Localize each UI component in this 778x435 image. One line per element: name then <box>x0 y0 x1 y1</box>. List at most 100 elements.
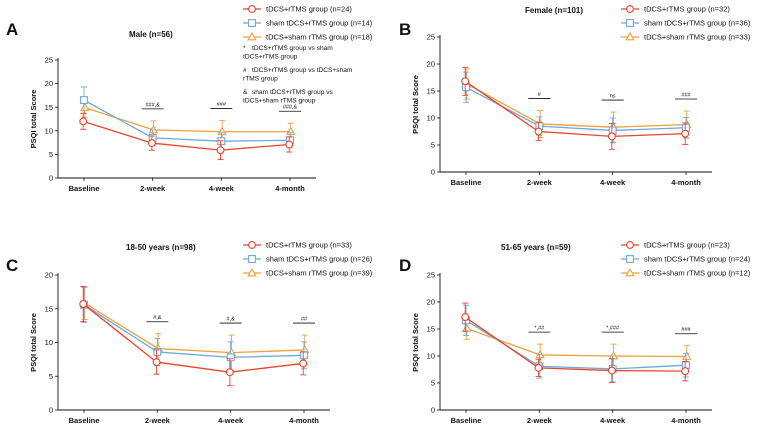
data-point <box>681 367 690 376</box>
data-point <box>300 351 308 360</box>
y-tick-label: 0 <box>431 168 435 177</box>
series-sham-tdcs-rtms <box>80 86 294 151</box>
significance-label: #,& <box>153 315 162 321</box>
y-tick-label: 10 <box>427 352 435 361</box>
series-line <box>464 316 686 372</box>
y-tick-label: 0 <box>49 174 53 183</box>
legend-item: sham tDCS+rTMS group (n=14) <box>243 19 373 28</box>
data-point <box>226 353 235 362</box>
series-tdcs-sham-rtms <box>462 68 692 143</box>
panel-title: 51-65 years (n=59) <box>501 243 571 252</box>
legend-label: tDCS+sham rTMS group (n=33) <box>644 33 751 42</box>
series-line <box>82 303 304 373</box>
panel-title: 18-50 years (n=98) <box>126 243 196 252</box>
data-point <box>681 129 690 138</box>
legend-marker <box>248 19 256 27</box>
legend-item: tDCS+rTMS group (n=33) <box>243 241 352 250</box>
significance-label: ### <box>681 327 691 333</box>
data-point <box>148 124 159 134</box>
significance-label: ###,& <box>283 105 298 111</box>
y-tick-label: 5 <box>431 379 435 388</box>
legend-label: tDCS+rTMS group (n=24) <box>266 5 352 14</box>
x-tick-label: 4-month <box>671 178 701 187</box>
legend-label: sham tDCS+rTMS group (n=24) <box>644 255 751 264</box>
data-point <box>607 132 616 141</box>
series-tdcs-sham-rtms <box>80 97 296 144</box>
series-tdcs-rtms <box>79 112 294 161</box>
legend-marker <box>626 255 634 263</box>
series-line <box>465 86 687 132</box>
panel-b: B Female (n=101) 0 5 10 15 20 25 PSQI total Scor… <box>399 5 751 187</box>
footnote: * tDCS+rTMS group vs sham tDCS+rTMS group <box>243 45 333 61</box>
x-tick-label: 2-week <box>145 416 171 425</box>
legend-item: tDCS+sham rTMS group (n=33) <box>621 31 751 42</box>
y-tick-label: 10 <box>45 338 53 347</box>
legend-label: tDCS+sham rTMS group (n=39) <box>266 269 373 278</box>
footnote-text: tDCS+rTMS group vs sham <box>252 45 333 52</box>
x-tick-label: 4-month <box>275 184 305 193</box>
footnote-text: tDCS+sham rTMS group <box>243 98 316 105</box>
data-point <box>153 347 162 356</box>
data-point <box>462 323 472 332</box>
series-line <box>83 304 305 359</box>
legend-item: sham tDCS+rTMS group (n=36) <box>621 19 751 28</box>
series-line <box>84 302 305 354</box>
panel-letter: B <box>399 20 411 39</box>
data-point <box>534 363 543 372</box>
series-line <box>464 80 686 138</box>
y-tick-label: 15 <box>427 87 435 96</box>
footnote-text: tDCS+rTMS group vs tDCS+sham <box>252 67 353 74</box>
y-tick-label: 10 <box>427 114 435 123</box>
y-tick-label: 20 <box>427 298 435 307</box>
legend-marker <box>626 19 634 27</box>
legend-label: tDCS+rTMS group (n=33) <box>266 241 352 250</box>
y-tick-label: 20 <box>427 60 435 69</box>
x-tick-label: Baseline <box>69 184 100 193</box>
x-tick-label: 2-week <box>527 416 553 425</box>
series-tdcs-rtms <box>461 66 690 150</box>
y-tick-label: 0 <box>49 406 53 415</box>
data-point <box>607 366 616 375</box>
panel-c: C 18-50 years (n=98) 0 5 10 15 20 PSQI total Sc… <box>6 241 373 425</box>
legend-label: sham tDCS+rTMS group (n=14) <box>266 19 373 28</box>
panel-d: D 51-65 years (n=59) 0 5 10 15 20 25 PSQI total … <box>399 241 751 425</box>
series-line <box>84 107 291 133</box>
x-tick-label: 4-week <box>218 416 244 425</box>
series-line <box>466 83 687 128</box>
legend-marker <box>248 5 256 13</box>
legend-label: tDCS+sham rTMS group (n=18) <box>266 33 373 42</box>
panel-letter: A <box>6 20 18 39</box>
legend-label: sham tDCS+rTMS group (n=26) <box>266 255 373 264</box>
legend-marker <box>626 5 634 13</box>
footnote-text: tDCS+rTMS group <box>243 54 298 61</box>
y-axis-label: PSQI total Score <box>411 313 420 372</box>
data-point <box>461 313 470 322</box>
data-point <box>216 146 225 155</box>
panel-a: A Male (n=56) 0 5 10 15 20 25 PSQI total Score Ba… <box>6 5 373 193</box>
series-line <box>465 319 687 370</box>
legend-item: tDCS+sham rTMS group (n=12) <box>621 267 751 278</box>
data-point <box>79 300 88 308</box>
y-tick-label: 15 <box>427 325 435 334</box>
x-tick-label: Baseline <box>451 178 482 187</box>
significance-label: *,### <box>606 326 620 332</box>
y-axis-label: PSQI total Score <box>29 90 38 149</box>
data-point <box>299 359 308 368</box>
x-tick-label: 2-week <box>140 184 166 193</box>
legend-label: tDCS+sham rTMS group (n=12) <box>644 269 751 278</box>
footnote-symbol: & <box>243 89 248 96</box>
y-tick-label: 20 <box>45 271 53 280</box>
legend-marker <box>625 267 635 277</box>
footnote: & sham tDCS+rTMS group vs tDCS+sham rTMS g… <box>243 89 333 105</box>
legend-label: sham tDCS+rTMS group (n=36) <box>644 19 751 28</box>
legend-item: tDCS+rTMS group (n=32) <box>621 5 730 14</box>
panel-letter: C <box>6 256 18 275</box>
footnote-text: rTMS group <box>243 76 278 83</box>
data-point <box>534 127 543 136</box>
legend-marker <box>248 241 256 249</box>
legend-item: tDCS+sham rTMS group (n=18) <box>243 31 373 42</box>
x-tick-label: 2-week <box>527 178 553 187</box>
legend-item: tDCS+sham rTMS group (n=39) <box>243 267 373 278</box>
x-tick-label: Baseline <box>69 416 100 425</box>
